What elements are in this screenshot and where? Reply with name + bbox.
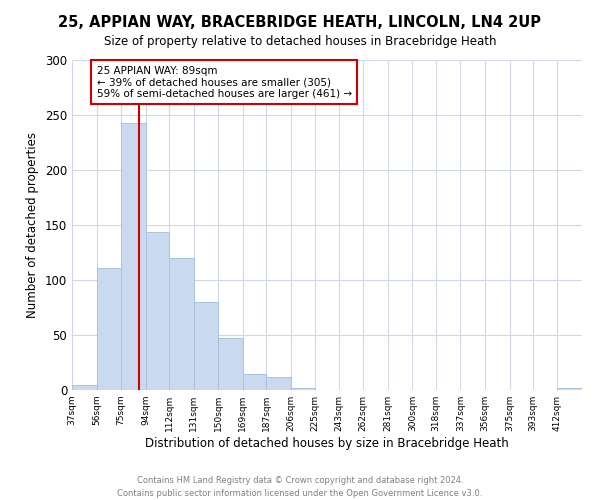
Bar — [169, 258, 194, 390]
Bar — [121, 122, 146, 390]
Text: 25, APPIAN WAY, BRACEBRIDGE HEATH, LINCOLN, LN4 2UP: 25, APPIAN WAY, BRACEBRIDGE HEATH, LINCO… — [59, 15, 542, 30]
Bar — [243, 374, 266, 390]
Bar — [146, 232, 169, 390]
Text: Size of property relative to detached houses in Bracebridge Heath: Size of property relative to detached ho… — [104, 35, 496, 48]
Bar — [194, 302, 218, 390]
Bar — [72, 384, 97, 390]
Bar — [266, 377, 291, 390]
X-axis label: Distribution of detached houses by size in Bracebridge Heath: Distribution of detached houses by size … — [145, 437, 509, 450]
Y-axis label: Number of detached properties: Number of detached properties — [26, 132, 40, 318]
Bar — [291, 388, 316, 390]
Bar — [97, 268, 121, 390]
Bar — [557, 388, 582, 390]
Text: 25 APPIAN WAY: 89sqm
← 39% of detached houses are smaller (305)
59% of semi-deta: 25 APPIAN WAY: 89sqm ← 39% of detached h… — [97, 66, 352, 98]
Text: Contains HM Land Registry data © Crown copyright and database right 2024.
Contai: Contains HM Land Registry data © Crown c… — [118, 476, 482, 498]
Bar — [218, 338, 243, 390]
